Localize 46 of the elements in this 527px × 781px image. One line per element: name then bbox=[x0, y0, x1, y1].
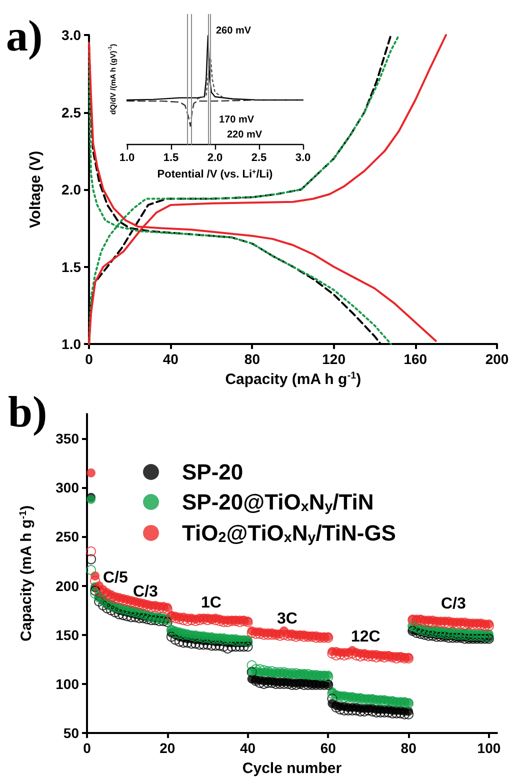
annotation: 170 mV bbox=[219, 114, 254, 126]
y-tick-label: 2.0 bbox=[62, 182, 82, 198]
x-tick-label: 200 bbox=[485, 351, 509, 367]
legend-label: TiO2@TiOxNy/TiN-GS bbox=[182, 520, 396, 546]
annotation: 12C bbox=[351, 628, 381, 646]
x-tick-label: 40 bbox=[162, 351, 179, 367]
y-tick-label: 3.0 bbox=[62, 27, 82, 43]
x-tick-label: 120 bbox=[322, 351, 346, 367]
y-tick-label: 300 bbox=[56, 480, 80, 496]
x-tick-label: 60 bbox=[320, 740, 336, 756]
x-tick-label: 40 bbox=[240, 740, 256, 756]
y-tick-label: 1.5 bbox=[62, 258, 82, 275]
y-tick-label: 2.5 bbox=[62, 104, 82, 120]
y-tick-label: 1.0 bbox=[62, 336, 82, 352]
x-tick-label: 80 bbox=[400, 740, 417, 756]
y-axis-title: Voltage (V) bbox=[27, 150, 44, 228]
text: b) bbox=[8, 388, 48, 436]
annotation: C/3 bbox=[133, 584, 158, 600]
x-tick-label: 3.0 bbox=[295, 152, 311, 164]
x-tick-label: 100 bbox=[477, 740, 501, 756]
annotation: C/5 bbox=[103, 570, 128, 586]
x-tick-label: 20 bbox=[160, 740, 176, 756]
x-axis-title: Cycle number bbox=[242, 760, 342, 777]
x-tick-label: 0 bbox=[85, 351, 94, 367]
legend-label: SP-20 bbox=[182, 460, 244, 484]
x-tick-label: 160 bbox=[404, 351, 428, 367]
x-tick-label: 2.0 bbox=[207, 152, 223, 164]
annotation: 220 mV bbox=[227, 130, 262, 140]
annotation: C/3 bbox=[441, 596, 466, 612]
x-tick-label: 1.0 bbox=[119, 152, 135, 164]
x-tick-label: 2.5 bbox=[251, 152, 267, 164]
y-axis-title: Capacity (mA h g-1) bbox=[18, 505, 36, 642]
annotation: 260 mV bbox=[216, 26, 252, 36]
text: a) bbox=[6, 12, 43, 60]
annotation: 3C bbox=[277, 610, 298, 628]
x-tick-label: 1.5 bbox=[163, 152, 179, 164]
y-tick-label: 200 bbox=[56, 578, 80, 594]
y-tick-label: 350 bbox=[56, 430, 80, 447]
annotation: 1C bbox=[201, 594, 222, 612]
y-tick-label: 150 bbox=[56, 626, 80, 643]
y-tick-label: 50 bbox=[63, 725, 80, 741]
legend-label: SP-20@TiOxNy/TiN bbox=[182, 490, 374, 515]
x-tick-label: 80 bbox=[244, 351, 260, 367]
y-tick-label: 250 bbox=[56, 528, 80, 545]
x-tick-label: 0 bbox=[83, 740, 92, 756]
y-tick-label: 100 bbox=[56, 676, 80, 692]
